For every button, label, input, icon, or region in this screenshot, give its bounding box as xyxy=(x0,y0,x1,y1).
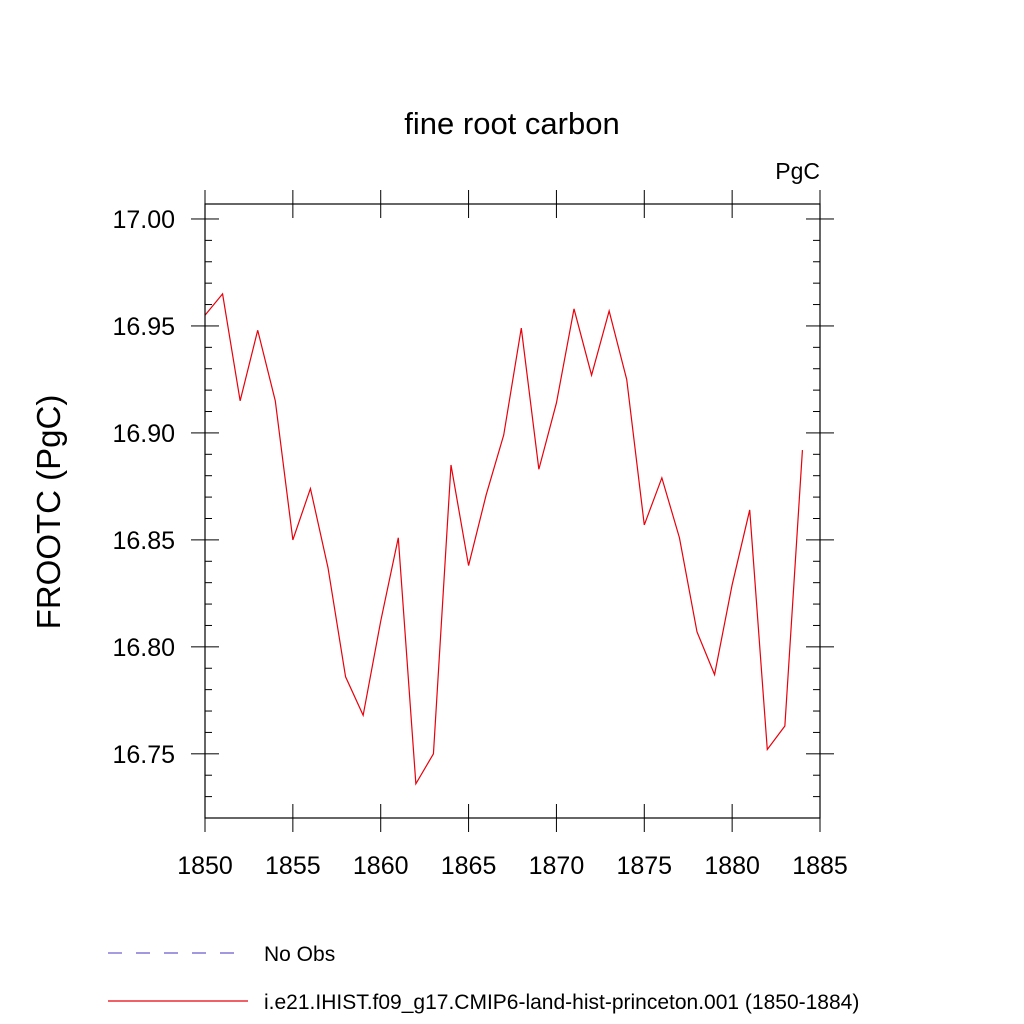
plot-frame xyxy=(204,203,821,819)
x-tick-label: 1870 xyxy=(529,852,585,880)
legend: No Obs i.e21.IHIST.f09_g17.CMIP6-land-hi… xyxy=(108,943,859,1014)
x-tick-label: 1860 xyxy=(353,852,409,880)
units-label: PgC xyxy=(775,158,820,184)
y-tick-label: 16.90 xyxy=(112,420,175,448)
y-tick-label: 16.80 xyxy=(112,634,175,662)
legend-label-model: i.e21.IHIST.f09_g17.CMIP6-land-hist-prin… xyxy=(264,991,859,1014)
y-tick-label: 16.95 xyxy=(112,313,175,341)
x-tick-label: 1880 xyxy=(704,852,760,880)
x-tick-label: 1865 xyxy=(441,852,497,880)
y-tick-labels: 16.75 16.80 16.85 16.90 16.95 17.00 xyxy=(112,206,175,769)
x-tick-label: 1850 xyxy=(177,852,233,880)
chart-title: fine root carbon xyxy=(404,106,619,141)
legend-label-no-obs: No Obs xyxy=(264,943,335,966)
y-tick-label: 16.85 xyxy=(112,527,175,555)
y-tick-label: 17.00 xyxy=(112,206,175,234)
series-lines xyxy=(204,292,804,786)
x-tick-labels: 1850 1855 1860 1865 1870 1875 1880 1885 xyxy=(177,852,848,880)
x-tick-label: 1855 xyxy=(265,852,321,880)
x-tick-label: 1885 xyxy=(792,852,848,880)
y-axis-label: FROOTC (PgC) xyxy=(30,395,67,630)
y-tick-label: 16.75 xyxy=(112,741,175,769)
series-line xyxy=(204,292,804,786)
x-tick-label: 1875 xyxy=(616,852,672,880)
axis-ticks xyxy=(191,190,834,832)
